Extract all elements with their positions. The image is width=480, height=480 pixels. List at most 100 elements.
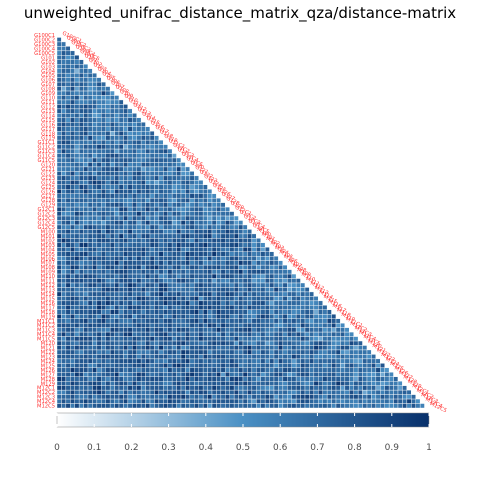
heatmap-cell [83,363,89,369]
heatmap-cell [83,206,89,212]
heatmap-cell [114,242,120,248]
heatmap-cell [185,273,191,279]
heatmap-cell [318,340,323,346]
heatmap-cell [229,278,235,284]
heatmap-cell [127,215,133,221]
heatmap-cell [136,229,142,235]
heatmap-cell [123,354,129,360]
heatmap-cell [194,376,199,382]
heatmap-cell [83,197,89,203]
heatmap-cell [163,349,168,355]
heatmap-cell [145,171,151,177]
heatmap-cell [145,256,151,261]
heatmap-cell [260,385,266,391]
colorbar-tick-label: 0.9 [385,443,400,453]
heatmap-cell [211,229,217,235]
heatmap-cell [220,394,226,400]
heatmap-cell [198,349,204,355]
heatmap-cell [225,269,230,275]
heatmap-cell [149,376,155,382]
heatmap-cell [167,242,173,248]
heatmap-cell [114,247,120,252]
heatmap-cell [154,215,160,221]
heatmap-cell [189,322,195,328]
heatmap-cell [198,256,204,261]
heatmap-cell [225,247,230,252]
heatmap-cell [56,37,62,43]
heatmap-cell [202,211,208,217]
heatmap-cell [70,300,75,306]
heatmap-cell [402,385,408,391]
heatmap-cell [123,153,129,159]
heatmap-cell [149,135,155,141]
heatmap-cell [61,131,67,136]
heatmap-cell [256,264,261,270]
heatmap-cell [154,318,160,324]
heatmap-cell [118,99,124,105]
heatmap-cell [220,224,226,230]
heatmap-cell [269,372,275,377]
heatmap-cell [109,300,115,306]
heatmap-cell [140,144,146,150]
heatmap-cell [74,349,80,355]
heatmap-cell [251,327,257,333]
heatmap-cell [256,398,261,404]
heatmap-cell [149,215,155,221]
heatmap-cell [136,331,142,337]
heatmap-cell [61,59,67,65]
heatmap-cell [136,300,142,306]
heatmap-cell [406,389,412,395]
heatmap-cell [70,180,75,185]
heatmap-cell [247,238,253,244]
heatmap-cell [198,363,204,369]
heatmap-cell [74,238,80,244]
heatmap-cell [242,336,248,342]
heatmap-cell [233,327,239,333]
heatmap-cell [362,358,368,364]
heatmap-cell [313,331,319,337]
heatmap-cell [74,166,80,172]
heatmap-cell [189,381,195,386]
heatmap-cell [87,305,93,310]
heatmap-cell [260,336,266,342]
heatmap-cell [149,403,155,409]
heatmap-cell [65,64,71,69]
heatmap-cell [158,309,164,315]
heatmap-cell [220,403,226,409]
heatmap-cell [61,64,67,69]
heatmap-cell [105,90,111,96]
heatmap-cell [109,309,115,315]
heatmap-cell [96,363,102,369]
heatmap-cell [96,314,102,319]
heatmap-cell [251,309,257,315]
heatmap-cell [154,189,160,194]
heatmap-cell [145,300,151,306]
heatmap-cell [70,318,75,324]
heatmap-cell [194,327,199,333]
heatmap-cell [127,278,133,284]
heatmap-cell [87,180,93,185]
heatmap-cell [291,278,297,284]
heatmap-cell [105,108,111,114]
heatmap-cell [56,77,62,83]
heatmap-cell [74,345,80,351]
heatmap-cell [331,354,337,360]
heatmap-cell [140,403,146,409]
heatmap-cell [114,157,120,163]
heatmap-cell [242,372,248,377]
heatmap-cell [83,64,89,69]
heatmap-cell [247,349,253,355]
heatmap-cell [140,206,146,212]
heatmap-cell [318,318,323,324]
heatmap-cell [92,251,98,257]
heatmap-cell [96,122,102,127]
heatmap-cell [295,358,301,364]
heatmap-cell [167,300,173,306]
heatmap-cell [163,296,168,302]
heatmap-cell [158,153,164,159]
heatmap-cell [105,184,111,190]
heatmap-cell [242,363,248,369]
heatmap-cell [136,157,142,163]
heatmap-cell [185,233,191,239]
heatmap-cell [207,251,213,257]
